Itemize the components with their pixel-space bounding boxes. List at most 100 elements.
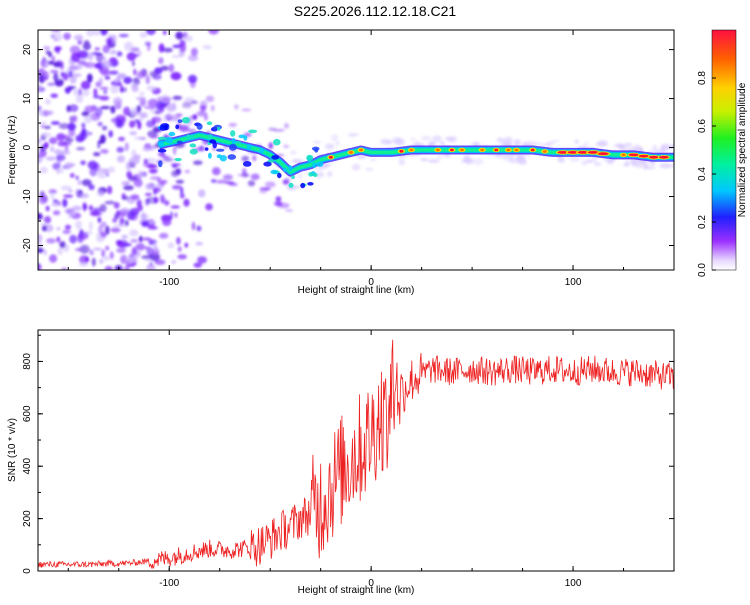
haze-blob xyxy=(164,158,176,162)
colorbar-gradient xyxy=(711,29,737,271)
haze-blob xyxy=(517,158,527,165)
noise-blob xyxy=(113,78,120,83)
noise-blob xyxy=(97,121,103,127)
noise-blob xyxy=(145,183,154,191)
noise-blob xyxy=(136,70,146,79)
haze-blob xyxy=(386,140,393,145)
snr-ticks: -100 0 100 0 200 400 600 800 xyxy=(22,330,675,589)
haze-blob xyxy=(241,155,250,162)
haze-blob xyxy=(370,158,377,162)
noise-blob xyxy=(100,105,111,110)
noise-blob xyxy=(108,70,119,75)
spectrogram-ytick-label: 0 xyxy=(22,144,33,150)
ridge-spot xyxy=(168,131,176,137)
ridge-hotspot-core xyxy=(621,153,626,157)
noise-blob xyxy=(190,47,198,57)
spectrogram-marks xyxy=(38,30,674,270)
noise-blob xyxy=(99,134,106,144)
noise-blob xyxy=(158,43,165,53)
noise-blob xyxy=(168,63,175,73)
snr-frame xyxy=(37,329,675,572)
haze-blob xyxy=(410,137,416,141)
haze-blob xyxy=(428,159,440,163)
ridge-spot xyxy=(314,148,319,153)
noise-blob xyxy=(113,202,120,209)
ridge-spot xyxy=(288,165,293,172)
noise-blob xyxy=(99,258,104,264)
ridge-hotspot-core xyxy=(349,151,353,154)
ridge-spot xyxy=(164,123,168,131)
noise-blob xyxy=(84,256,90,263)
noise-blob xyxy=(64,144,69,152)
colorbar: 0.0 0.2 0.4 0.6 0.8 Normalized spectral ampl… xyxy=(697,29,748,277)
haze-blob xyxy=(574,139,579,144)
ridge-spot xyxy=(246,143,252,151)
noise-blob xyxy=(93,88,98,97)
snr-xtick-label: 0 xyxy=(368,578,374,589)
spectrogram-y-label: Frequency (Hz) xyxy=(7,116,18,185)
noise-blob xyxy=(152,187,161,193)
noise-blob xyxy=(69,173,75,178)
noise-blob xyxy=(81,179,92,187)
noise-blob xyxy=(139,91,145,96)
noise-blob xyxy=(50,121,61,125)
noise-blob xyxy=(76,147,86,151)
ridge-hotspot-core xyxy=(567,151,579,154)
haze-blob xyxy=(440,141,445,146)
noise-blob xyxy=(139,32,148,38)
snr-ytick-label: 400 xyxy=(22,457,33,474)
noise-blob xyxy=(184,35,193,42)
haze-blob xyxy=(144,105,155,110)
noise-blob xyxy=(71,211,75,217)
noise-blob xyxy=(79,244,90,254)
noise-blob xyxy=(38,110,44,116)
ridge-spot xyxy=(243,135,248,141)
haze-blob xyxy=(659,162,672,169)
noise-blob xyxy=(146,85,157,91)
noise-blob xyxy=(105,245,110,251)
noise-blob xyxy=(62,198,68,208)
noise-blob xyxy=(44,98,52,105)
snr-ytick-label: 600 xyxy=(22,405,33,422)
noise-blob xyxy=(70,52,81,63)
noise-blob xyxy=(81,111,90,117)
noise-blob xyxy=(197,256,208,264)
haze-blob xyxy=(250,173,260,181)
haze-blob xyxy=(156,177,162,182)
ridge-spot xyxy=(216,148,225,152)
snr-xtick-label: -100 xyxy=(159,578,179,589)
ridge-hotspot-core xyxy=(542,150,547,153)
noise-blob xyxy=(121,181,130,186)
noise-blob xyxy=(55,154,66,161)
noise-blob xyxy=(51,202,58,207)
noise-blob xyxy=(100,221,107,227)
colorbar-tick-label: 0.0 xyxy=(697,263,708,277)
noise-blob xyxy=(187,74,198,84)
snr-marks xyxy=(38,339,674,570)
noise-blob xyxy=(97,216,102,223)
noise-blob xyxy=(116,247,126,253)
noise-blob xyxy=(116,242,127,248)
noise-blob xyxy=(100,149,109,154)
noise-blob xyxy=(123,41,134,51)
noise-blob xyxy=(69,104,79,112)
noise-blob xyxy=(146,263,156,270)
snr-ytick-label: 200 xyxy=(22,510,33,527)
noise-blob xyxy=(88,205,94,211)
noise-blob xyxy=(172,163,178,169)
noise-blob xyxy=(202,45,212,50)
ridge-hotspot-core xyxy=(494,148,499,152)
noise-blob xyxy=(104,168,110,175)
noise-blob xyxy=(45,156,57,161)
ridge-spot xyxy=(291,175,295,180)
noise-blob xyxy=(39,121,48,125)
haze-blob xyxy=(327,171,333,177)
noise-blob xyxy=(126,211,136,221)
noise-blob xyxy=(53,72,59,82)
noise-blob xyxy=(75,188,80,197)
noise-blob xyxy=(39,166,48,174)
haze-blob xyxy=(330,134,339,142)
noise-blob xyxy=(43,46,51,50)
ridge-hotspot-core xyxy=(577,151,589,154)
noise-blob xyxy=(99,204,107,213)
